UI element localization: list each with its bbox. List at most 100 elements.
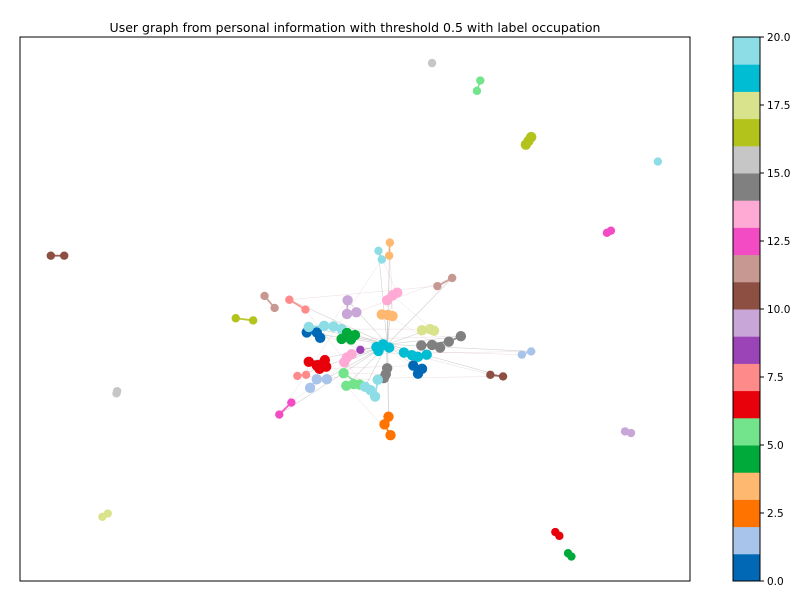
colorbar-swatch-4 [733,445,760,473]
node-bottom-red-1 [555,531,564,541]
link-upper-rose [386,277,453,345]
colorbar-swatch-8 [733,336,760,364]
graph-edges [50,80,632,558]
colorbar-tick-label-0.0: 0.0 [767,576,784,588]
node-upper-cyan-1 [377,255,386,264]
node-upper-orange-0 [385,238,395,247]
node-right-cyan-group-2 [412,351,424,363]
node-left-rose-0 [260,291,269,301]
node-gray-brown-chain-2 [416,340,427,351]
cross-link-salmon-group [297,375,378,380]
node-top-green-pair-1 [472,86,482,96]
colorbar-swatch-12 [733,227,760,256]
node-center-cyan-2 [383,342,395,353]
colorbar-swatch-14 [733,173,760,201]
node-gray-brown-chain-1 [443,336,454,347]
cross-link-gray-brown-chain [350,335,461,340]
node-right-blue-group-0 [408,360,419,371]
colorbar-tick-label-2.5: 2.5 [767,508,784,520]
cross-link-magenta-low [279,259,383,415]
node-left-bottom-khaki-1 [103,509,112,518]
node-center-lilac-1 [341,308,353,320]
node-salmon-group-1 [301,370,311,380]
cross-link-orange-low [388,255,390,417]
colorbar-swatch-9 [733,309,760,337]
colorbar-swatch-13 [733,200,760,228]
colorbar-swatch-15 [733,145,760,174]
node-upper-rose-0 [447,273,457,283]
node-upper-rose-1 [433,281,442,291]
cross-link-right-blue-group [319,365,414,370]
colorbar-tick-label-15.0: 15.0 [767,168,790,180]
node-red-group-0 [303,356,314,367]
node-orange-low-2 [385,430,396,441]
node-light-blue-right-0 [527,347,536,356]
cross-link-left-salmon [289,285,438,301]
colorbar-swatch-19 [733,37,760,65]
node-center-lilac-2 [351,307,362,318]
node-light-khaki-1 [416,325,428,336]
node-upper-cyan-0 [374,246,383,255]
chart-title: User graph from personal information wit… [110,20,601,35]
colorbar-tick-label-10.0: 10.0 [767,304,790,316]
node-left-rose-1 [270,303,279,313]
node-light-blue-group-0 [303,321,314,333]
colorbar-swatch-0 [733,553,760,582]
node-center-cyan-3 [373,345,384,357]
cross-link-light-cyan-low [305,309,366,387]
node-light-blue-right-1 [517,350,527,359]
node-center-orange-1 [376,309,387,320]
node-light-blue-low-2 [321,373,333,385]
node-light-blue-group-1 [318,320,330,332]
link-light-blue-right [387,344,532,352]
node-center-pink-1 [381,295,393,306]
node-center-green-2 [336,333,347,345]
node-top-gray-0 [427,58,437,68]
node-top-green-pair-0 [476,76,485,85]
node-green-low-3 [338,367,349,379]
node-magenta-low-1 [287,398,296,407]
cross-link-brown-right [383,376,504,379]
node-gray-center-1 [381,363,393,374]
cross-link-gray-center [343,372,386,375]
node-magenta-pair-1 [606,226,616,235]
node-left-gray-blob-1 [112,389,121,398]
node-right-cyan-group-0 [398,347,410,358]
node-center-pink-2 [392,287,403,298]
node-purple-node-0 [356,345,365,354]
colorbar-swatch-6 [733,390,760,419]
colorbar-tick-label-12.5: 12.5 [767,236,790,248]
node-bottom-green-1 [567,552,576,561]
node-right-cyan-0 [653,157,663,166]
node-light-cyan-low-3 [372,374,383,385]
colorbar-tick-label-7.5: 7.5 [767,372,784,384]
colorbar-swatch-2 [733,499,760,528]
colorbar-tick-label-17.5: 17.5 [767,100,790,112]
node-right-blue-group-2 [412,368,424,379]
node-light-blue-low-1 [311,373,323,385]
colorbar-swatch-11 [733,254,760,283]
node-left-dark-blue-2 [314,332,326,344]
node-upper-orange-1 [384,251,394,260]
cross-link-center-lilac [319,300,348,338]
node-left-purple-pair-0 [46,251,56,260]
colorbar-swatch-10 [733,281,760,310]
plot-area [19,36,691,582]
colorbar-tick-label-5.0: 5.0 [767,440,784,452]
node-red-group-4 [314,363,325,375]
node-gray-brown-chain-4 [434,342,446,353]
node-light-khaki-2 [428,325,440,336]
link-magenta-low [279,344,388,415]
node-left-olive-1 [248,316,258,325]
colorbar-swatch-16 [733,118,760,147]
node-left-salmon-1 [301,305,310,314]
node-orange-low-1 [379,419,390,430]
node-light-cyan-low-2 [369,391,381,402]
node-right-cyan-group-3 [421,349,432,360]
colorbar-swatch-18 [733,64,760,92]
node-center-green-3 [345,334,357,345]
node-salmon-group-0 [293,371,302,381]
node-left-salmon-0 [285,295,294,304]
